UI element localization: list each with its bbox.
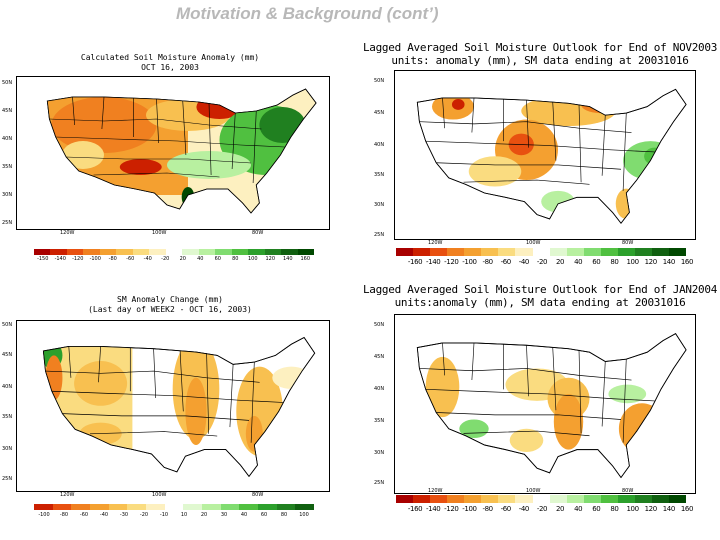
lon-label: 100W — [152, 230, 167, 236]
lat-label: 30N — [2, 446, 13, 452]
lat-label: 25N — [2, 476, 13, 482]
panel-title-line2: (Last day of WEEK2 - OCT 16, 2003) — [88, 305, 252, 314]
colorbar — [34, 504, 315, 510]
panel-title-line1: Lagged Averaged Soil Moisture Outlook fo… — [362, 283, 718, 296]
lat-label: 35N — [374, 172, 385, 178]
lat-label: 40N — [374, 142, 385, 148]
colorbar-labels: -160 -140 -120 -100 -80 -60 -40 -20 20 40 60 80 100 1… — [407, 505, 694, 513]
panel-title-line1: Lagged Averaged Soil Moisture Outlook fo… — [362, 41, 718, 54]
colorbar-labels: -160 -140 -120 -100 -80 -60 -40 -20 20 40 60 80 100 1… — [407, 258, 694, 266]
panel-title-line1: SM Anomaly Change (mm) — [117, 295, 223, 304]
panel-title-line2: OCT 16, 2003 — [141, 63, 199, 72]
panel-title-line2: units:anomaly (mm), SM data ending at 20… — [394, 296, 686, 309]
panel-outlook-nov2003: Lagged Averaged Soil Moisture Outlook fo… — [360, 40, 720, 272]
lat-label: 45N — [2, 108, 13, 114]
lon-label: 80W — [622, 240, 634, 246]
lon-label: 100W — [526, 240, 541, 246]
panel-soil-moisture-anomaly: Calculated Soil Moisture Anomaly (mm) OC… — [0, 42, 340, 272]
lon-label: 100W — [152, 492, 167, 498]
map-sm-anomaly-change — [16, 320, 330, 492]
panel-title-line1: Calculated Soil Moisture Anomaly (mm) — [80, 53, 260, 62]
lat-label: 45N — [374, 110, 385, 116]
lat-label: 40N — [2, 136, 13, 142]
colorbar — [396, 248, 687, 256]
lat-label: 50N — [2, 80, 13, 86]
lat-label: 30N — [2, 192, 13, 198]
panel-title-line2: units: anomaly (mm), SM data ending at 2… — [391, 54, 689, 67]
lon-label: 120W — [60, 492, 75, 498]
lon-label: 80W — [252, 492, 264, 498]
lat-label: 30N — [374, 450, 385, 456]
lat-label: 40N — [374, 386, 385, 392]
map-soil-moisture-anomaly — [16, 76, 330, 230]
lat-label: 35N — [2, 164, 13, 170]
lat-label: 40N — [2, 384, 13, 390]
panel-outlook-jan2004: Lagged Averaged Soil Moisture Outlook fo… — [360, 282, 720, 534]
lon-label: 120W — [428, 488, 443, 494]
lat-label: 50N — [2, 322, 13, 328]
lat-label: 25N — [374, 232, 385, 238]
colorbar-labels: -100 -80 -60 -40 -30 -20 -10 10 20 30 40 60 80 100 — [38, 512, 309, 518]
lon-label: 120W — [60, 230, 75, 236]
lat-label: 35N — [374, 418, 385, 424]
lat-label: 50N — [374, 322, 385, 328]
lat-label: 50N — [374, 78, 385, 84]
lon-label: 80W — [252, 230, 264, 236]
colorbar-labels: -150 -140 -120 -100 -80 -60 -40 -20 20 40 60 80 100 1… — [37, 256, 311, 262]
colorbar — [34, 249, 314, 255]
lat-label: 45N — [2, 352, 13, 358]
lon-label: 80W — [622, 488, 634, 494]
slide-title: Motivation & Background (cont’) — [176, 4, 439, 23]
map-outlook-nov2003 — [394, 70, 696, 240]
lat-label: 25N — [2, 220, 13, 226]
lat-label: 25N — [374, 480, 385, 486]
lon-label: 120W — [428, 240, 443, 246]
map-outlook-jan2004 — [394, 314, 696, 494]
lat-label: 45N — [374, 354, 385, 360]
lat-label: 30N — [374, 202, 385, 208]
colorbar — [396, 495, 687, 503]
lon-label: 100W — [526, 488, 541, 494]
lat-label: 35N — [2, 414, 13, 420]
panel-sm-anomaly-change: SM Anomaly Change (mm) (Last day of WEEK… — [0, 290, 340, 530]
